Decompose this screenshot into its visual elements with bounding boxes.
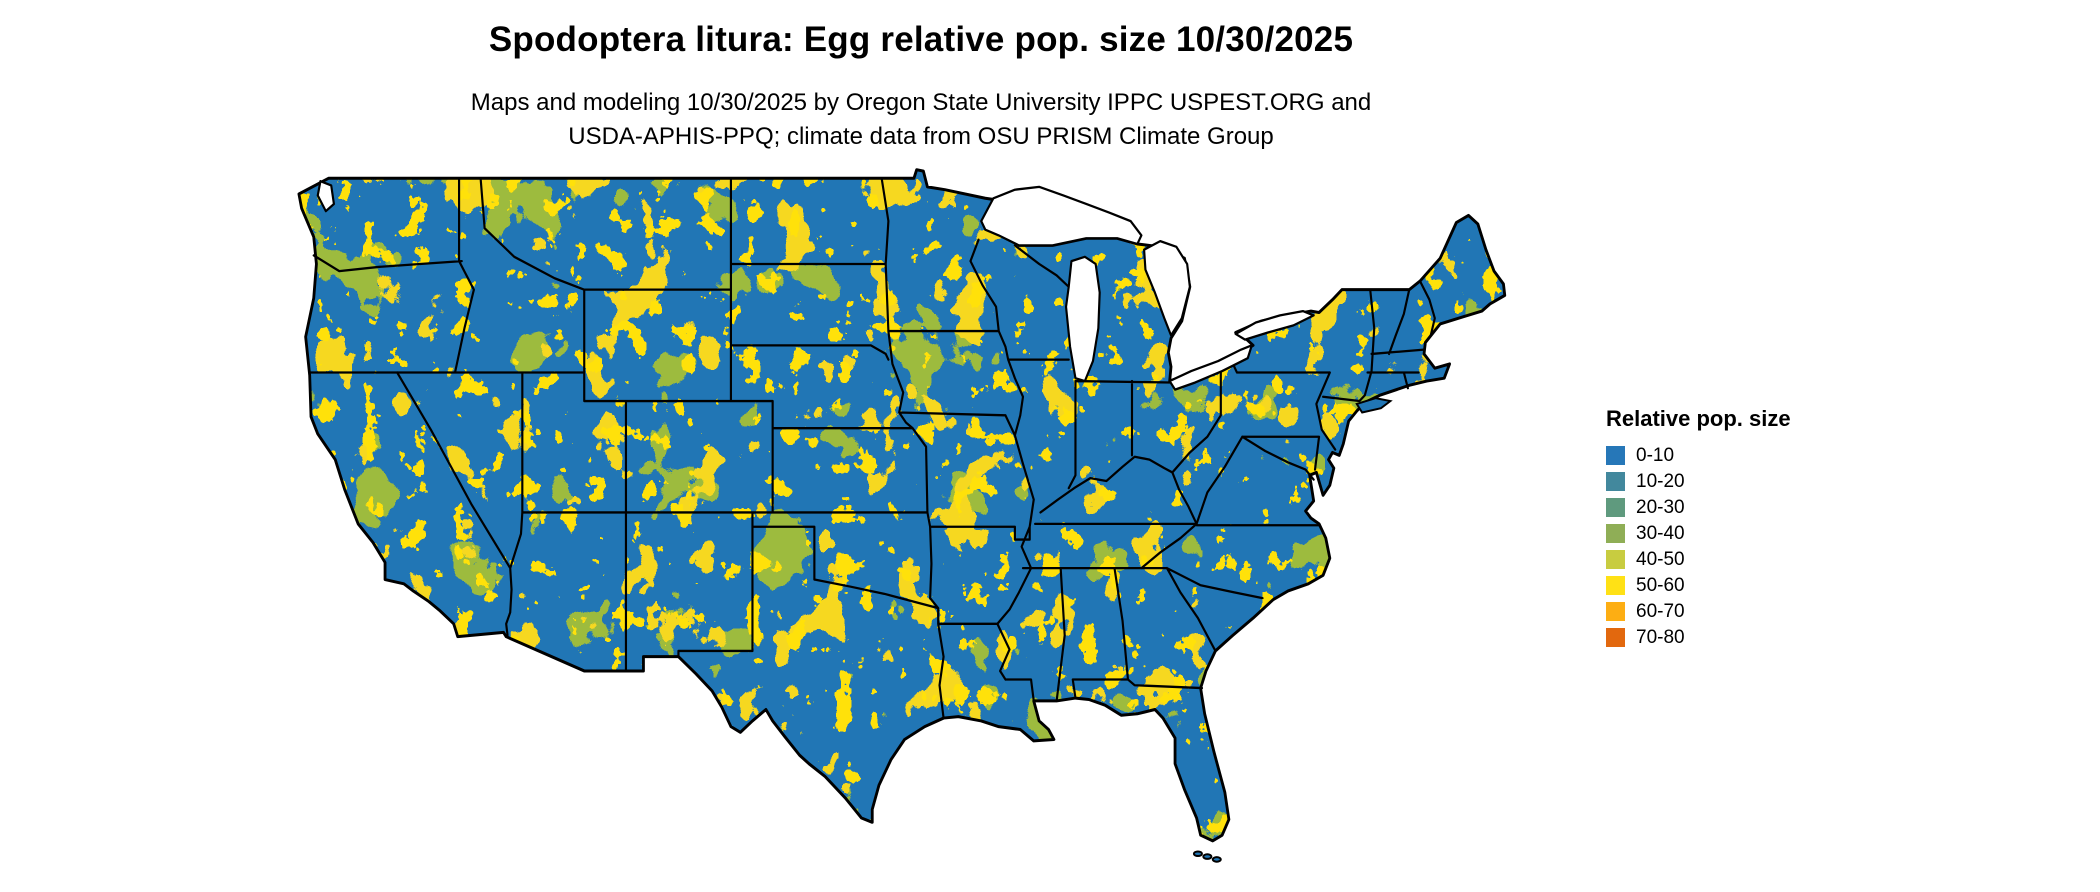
legend-swatch [1606,575,1625,595]
legend-swatch [1606,627,1625,647]
legend-item-label: 10-20 [1636,470,1685,492]
long-island [1355,397,1393,414]
legend-swatch [1606,445,1625,465]
legend-item-label: 50-60 [1636,574,1685,596]
legend-item: 10-20 [1606,468,1791,494]
legend-swatch [1606,471,1625,491]
us-map [272,164,1564,878]
subtitle-line-2: USDA-APHIS-PPQ; climate data from OSU PR… [568,123,1274,150]
page-title: Spodoptera litura: Egg relative pop. siz… [488,20,1354,59]
state-borders [308,177,1436,720]
legend-item: 70-80 [1606,624,1791,650]
legend-item: 50-60 [1606,572,1791,598]
legend-item-label: 40-50 [1636,548,1685,570]
legend-title: Relative pop. size [1606,406,1791,431]
legend-item-label: 70-80 [1636,626,1685,648]
florida-keys [1202,853,1213,860]
subtitle-line-1: Maps and modeling 10/30/2025 by Oregon S… [470,89,1372,116]
lake-superior [980,185,1143,247]
legend-item: 0-10 [1606,442,1791,468]
puget-sound [316,179,335,213]
legend-item-label: 0-10 [1636,444,1675,466]
florida-keys [1211,856,1222,863]
florida-keys [1192,850,1203,858]
lake-ontario [1234,309,1315,341]
lake-erie [1168,344,1253,391]
legend-swatch [1606,497,1625,517]
lake-michigan [1064,255,1101,383]
header: Spodoptera litura: Egg relative pop. siz… [0,20,1842,154]
legend-swatch [1606,523,1625,543]
legend-item: 60-70 [1606,598,1791,624]
legend-item-label: 20-30 [1636,496,1685,518]
conus-map-svg [297,168,1507,863]
legend-items: 0-10 10-20 20-30 30-40 40-50 50-60 60-70 70-80 [1606,442,1791,650]
great-lakes [316,179,1315,391]
offshore-islands [1192,397,1393,863]
lake-huron [1143,239,1191,337]
legend-item-label: 60-70 [1636,600,1685,622]
legend-item: 40-50 [1606,546,1791,572]
legend-item: 30-40 [1606,520,1791,546]
legend-swatch [1606,549,1625,569]
legend-swatch [1606,601,1625,621]
subtitle: Maps and modeling 10/30/2025 by Oregon S… [0,86,1842,154]
legend-item-label: 30-40 [1636,522,1685,544]
legend: Relative pop. size 0-10 10-20 20-30 30-40 40… [1606,406,1791,650]
population-raster-overlay [298,169,1505,841]
legend-item: 20-30 [1606,494,1791,520]
